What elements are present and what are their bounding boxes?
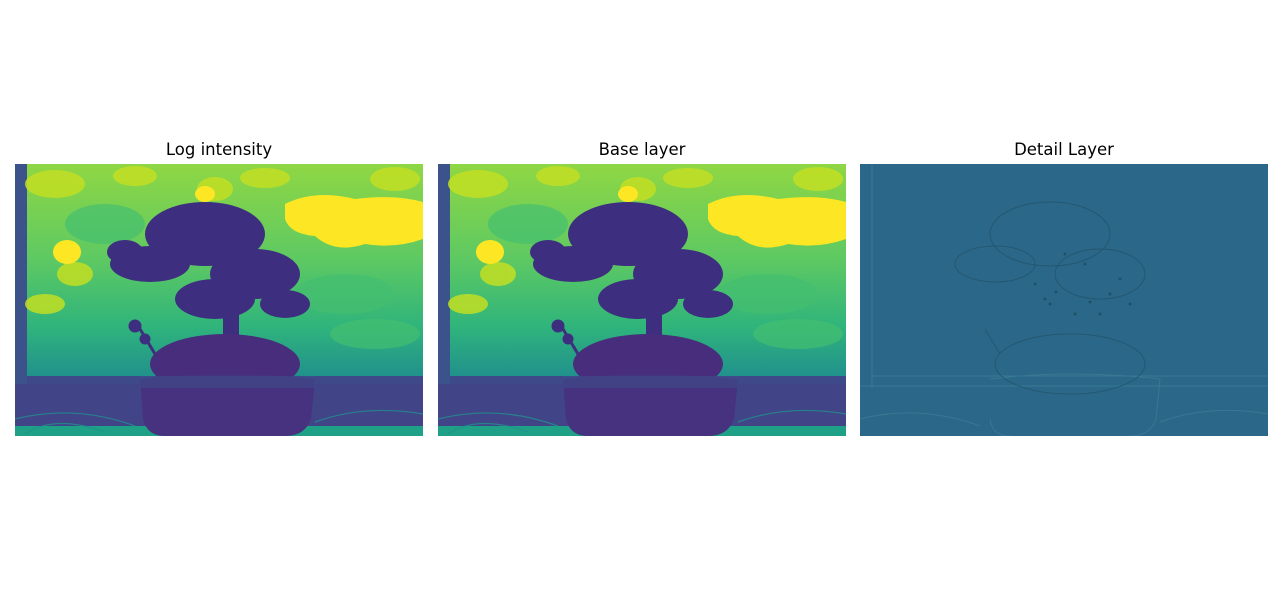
panel-title: Log intensity xyxy=(165,140,273,159)
base-layer-image xyxy=(438,164,846,436)
detail-layer-image xyxy=(860,164,1268,436)
panel-title: Detail Layer xyxy=(1014,140,1114,159)
log-intensity-image xyxy=(15,164,423,436)
panel-title: Base layer xyxy=(598,140,686,159)
